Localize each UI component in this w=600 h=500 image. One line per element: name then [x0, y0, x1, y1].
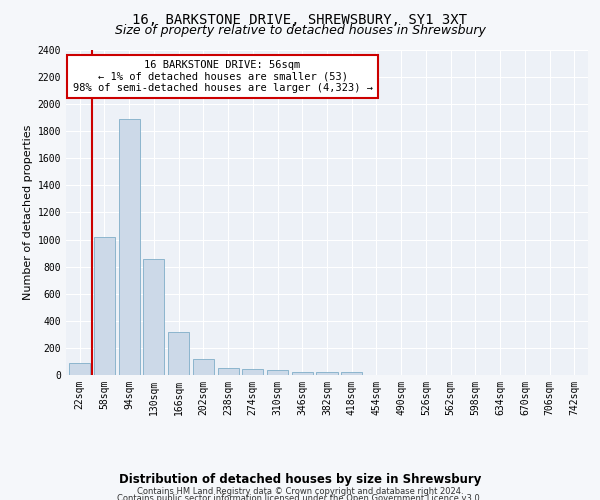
Bar	[168, 332, 189, 375]
Bar	[218, 368, 239, 375]
Text: Contains HM Land Registry data © Crown copyright and database right 2024.: Contains HM Land Registry data © Crown c…	[137, 488, 463, 496]
Bar	[316, 372, 338, 375]
Bar	[143, 258, 164, 375]
Bar	[292, 372, 313, 375]
Text: Contains public sector information licensed under the Open Government Licence v3: Contains public sector information licen…	[118, 494, 482, 500]
Bar	[341, 372, 362, 375]
Text: 16 BARKSTONE DRIVE: 56sqm
← 1% of detached houses are smaller (53)
98% of semi-d: 16 BARKSTONE DRIVE: 56sqm ← 1% of detach…	[73, 60, 373, 93]
Y-axis label: Number of detached properties: Number of detached properties	[23, 125, 34, 300]
Text: Size of property relative to detached houses in Shrewsbury: Size of property relative to detached ho…	[115, 24, 485, 37]
Bar	[119, 119, 140, 375]
Bar	[267, 370, 288, 375]
Text: Distribution of detached houses by size in Shrewsbury: Distribution of detached houses by size …	[119, 472, 481, 486]
Bar	[69, 363, 90, 375]
Text: 16, BARKSTONE DRIVE, SHREWSBURY, SY1 3XT: 16, BARKSTONE DRIVE, SHREWSBURY, SY1 3XT	[133, 12, 467, 26]
Bar	[94, 237, 115, 375]
Bar	[242, 369, 263, 375]
Bar	[193, 360, 214, 375]
